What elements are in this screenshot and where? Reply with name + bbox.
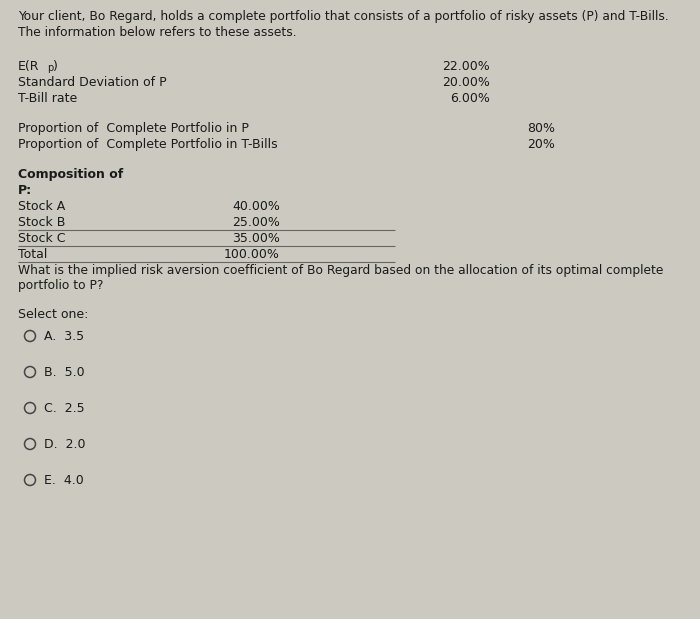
Text: Select one:: Select one: bbox=[18, 308, 88, 321]
Text: E(R: E(R bbox=[18, 60, 39, 73]
Text: 40.00%: 40.00% bbox=[232, 200, 280, 213]
Text: What is the implied risk aversion coefficient of Bo Regard based on the allocati: What is the implied risk aversion coeffi… bbox=[18, 264, 664, 277]
Text: D.  2.0: D. 2.0 bbox=[44, 438, 85, 451]
Text: 6.00%: 6.00% bbox=[450, 92, 490, 105]
Text: 100.00%: 100.00% bbox=[224, 248, 280, 261]
Text: A.  3.5: A. 3.5 bbox=[44, 330, 84, 343]
Text: ): ) bbox=[53, 60, 58, 73]
Text: C.  2.5: C. 2.5 bbox=[44, 402, 85, 415]
Text: 22.00%: 22.00% bbox=[442, 60, 490, 73]
Text: portfolio to P?: portfolio to P? bbox=[18, 279, 104, 292]
Text: T-Bill rate: T-Bill rate bbox=[18, 92, 77, 105]
Text: 20.00%: 20.00% bbox=[442, 76, 490, 89]
Text: Stock C: Stock C bbox=[18, 232, 66, 245]
Text: Composition of: Composition of bbox=[18, 168, 123, 181]
Text: Your client, Bo Regard, holds a complete portfolio that consists of a portfolio : Your client, Bo Regard, holds a complete… bbox=[18, 10, 668, 23]
Text: B.  5.0: B. 5.0 bbox=[44, 366, 85, 379]
Text: E.  4.0: E. 4.0 bbox=[44, 474, 84, 487]
Text: Stock B: Stock B bbox=[18, 216, 65, 229]
Text: The information below refers to these assets.: The information below refers to these as… bbox=[18, 26, 297, 39]
Text: 25.00%: 25.00% bbox=[232, 216, 280, 229]
Text: Proportion of  Complete Portfolio in T-Bills: Proportion of Complete Portfolio in T-Bi… bbox=[18, 138, 278, 151]
Text: p: p bbox=[47, 63, 53, 73]
Text: P:: P: bbox=[18, 184, 32, 197]
Text: 80%: 80% bbox=[527, 122, 555, 135]
Text: Total: Total bbox=[18, 248, 48, 261]
Text: Standard Deviation of P: Standard Deviation of P bbox=[18, 76, 167, 89]
Text: 20%: 20% bbox=[527, 138, 555, 151]
Text: 35.00%: 35.00% bbox=[232, 232, 280, 245]
Text: Stock A: Stock A bbox=[18, 200, 65, 213]
Text: Proportion of  Complete Portfolio in P: Proportion of Complete Portfolio in P bbox=[18, 122, 249, 135]
